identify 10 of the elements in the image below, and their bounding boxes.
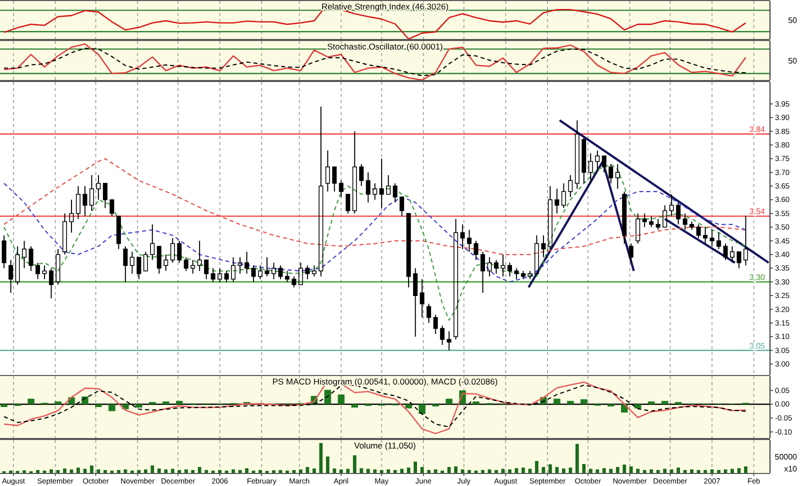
text: 50 [788,16,798,25]
ref-line-label: 3,84 [749,125,766,134]
chart-title: PS MACD Histogram (0.00541, 0.00000), MACD (-0.02086) [272,376,498,386]
ref-line-label: 3,30 [749,272,766,282]
text: 50 [788,56,798,66]
ref-line-label: 3,05 [749,341,766,350]
chart-title: Volume (11,050) [354,440,416,450]
text: x10 [784,464,798,474]
ref-line-label: 3,54 [749,207,766,216]
text: 50000 [774,452,798,462]
